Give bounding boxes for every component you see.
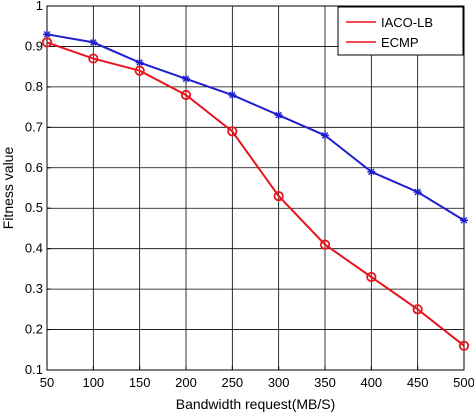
data-point <box>43 30 51 39</box>
marker-stroke <box>229 91 236 99</box>
axis-ticks: 50 100 150 200 250 300 350 400 450 500 0.1 0.2 0.3 0.… <box>25 0 474 390</box>
x-tick-label: 100 <box>82 375 104 390</box>
x-tick-label: 400 <box>360 375 382 390</box>
data-point <box>366 271 377 283</box>
marker-stroke <box>321 132 329 139</box>
x-tick-label: 500 <box>453 375 474 390</box>
data-point <box>89 38 98 47</box>
y-tick-label: 0.2 <box>25 322 43 337</box>
series-line-1 <box>46 41 465 347</box>
marker-stroke <box>368 168 375 176</box>
x-tick-label: 200 <box>175 375 197 390</box>
x-tick-label: 150 <box>129 375 151 390</box>
data-point <box>460 216 468 225</box>
data-point <box>274 111 283 120</box>
legend-label: IACO-LB <box>381 15 433 30</box>
y-tick-label: 0.6 <box>25 160 43 175</box>
data-point <box>458 340 470 351</box>
x-tick-label: 350 <box>314 375 336 390</box>
marker-stroke <box>275 111 282 119</box>
data-point <box>182 74 190 83</box>
y-tick-label: 0.1 <box>25 362 43 377</box>
y-tick-label: 0.8 <box>25 79 43 94</box>
y-tick-label: 1 <box>36 0 43 13</box>
y-tick-label: 0.5 <box>25 200 43 215</box>
data-point <box>135 58 144 67</box>
marker-stroke <box>90 39 97 46</box>
marker-stroke <box>43 31 51 38</box>
y-tick-label: 0.4 <box>25 241 43 256</box>
data-point <box>228 90 237 99</box>
x-axis-label: Bandwidth request(MB/S) <box>176 396 336 412</box>
x-tick-label: 250 <box>221 375 243 390</box>
y-axis-label: Fitness value <box>0 147 16 230</box>
data-point <box>180 89 192 101</box>
marker-stroke <box>460 217 468 224</box>
y-tick-label: 0.3 <box>25 281 43 296</box>
grid <box>46 5 465 371</box>
data-point <box>88 53 99 64</box>
data-point <box>41 37 53 48</box>
legend: IACO-LB ECMP <box>337 6 464 56</box>
data-point <box>321 131 329 140</box>
series-line-0 <box>46 33 465 222</box>
series-group <box>41 30 470 351</box>
data-point <box>413 188 422 197</box>
data-point <box>367 167 376 176</box>
x-tick-label: 50 <box>40 375 54 390</box>
data-point <box>273 190 284 202</box>
data-point <box>412 304 423 315</box>
plot-frame <box>46 5 465 371</box>
marker-stroke <box>136 59 143 66</box>
legend-box <box>337 6 464 56</box>
marker-stroke <box>414 188 421 196</box>
data-point <box>134 65 145 76</box>
data-point <box>319 239 331 250</box>
x-tick-label: 450 <box>407 375 429 390</box>
legend-label: ECMP <box>381 35 419 50</box>
y-tick-label: 0.9 <box>25 38 43 53</box>
marker-stroke <box>182 75 190 83</box>
x-tick-label: 300 <box>268 375 290 390</box>
data-point <box>227 126 238 137</box>
y-tick-label: 0.7 <box>25 119 43 134</box>
